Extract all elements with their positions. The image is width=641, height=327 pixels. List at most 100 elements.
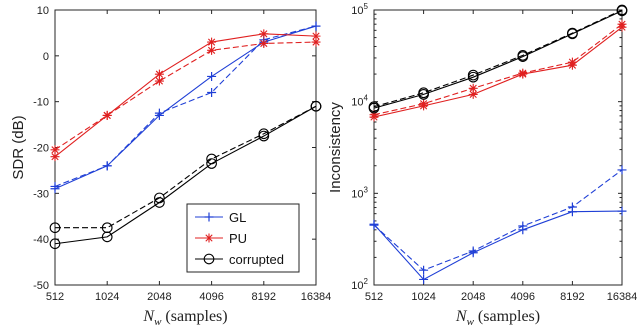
y-tick-label: -40: [33, 234, 49, 246]
inconsistency-chart: 512 1024 2048 4096 8192 16384 102 103 104 105 Inco…: [327, 2, 637, 327]
data-point: [617, 19, 627, 29]
data-point: [617, 165, 627, 175]
y-tick-label: -20: [33, 143, 49, 155]
data-point: [418, 87, 429, 99]
data-point: [419, 274, 429, 284]
series-line: [373, 23, 623, 116]
series-line: [373, 26, 623, 118]
data-point: [154, 69, 164, 79]
data-point: [207, 88, 217, 97]
x-tick-label: 2048: [461, 291, 485, 303]
data-point: [259, 38, 269, 48]
x-tick-label: 2048: [147, 291, 171, 303]
data-point: [567, 57, 577, 67]
data-point: [616, 4, 628, 16]
legend-marker: [204, 233, 214, 243]
series-line: [54, 25, 317, 187]
legend-label: corrupted: [229, 252, 284, 267]
axes-frame: [373, 9, 623, 286]
data-point: [369, 110, 379, 120]
data-point: [50, 181, 60, 191]
sdr-chart: 512 1024 2048 4096 8192 16384 -50 -40 -30 -20 -10 0…: [10, 5, 331, 327]
legend-marker: [204, 212, 214, 222]
data-point: [368, 101, 380, 113]
series-pu-solid: [369, 22, 627, 122]
data-point: [154, 192, 165, 204]
data-point: [259, 29, 269, 39]
data-point: [206, 153, 217, 165]
data-point: [310, 100, 322, 112]
y-tick-label: 0: [43, 51, 49, 63]
series-pu-dashed: [369, 19, 627, 120]
x-axis-label: Nw (samples): [142, 308, 227, 327]
series-line: [54, 105, 317, 245]
data-point: [467, 69, 479, 81]
data-point: [207, 45, 217, 55]
series-line: [54, 41, 317, 151]
series-line: [55, 105, 317, 229]
data-point: [50, 145, 60, 155]
series-pu-solid: [50, 29, 321, 162]
data-point: [518, 221, 528, 231]
y-axis-label: Inconsistency: [327, 102, 344, 193]
y-tick-label: 104: [351, 94, 368, 109]
data-point: [617, 206, 627, 216]
data-point: [49, 238, 61, 250]
series-gl-dashed: [50, 21, 321, 191]
series-corrupted-solid: [368, 5, 628, 114]
x-tick-label: 1024: [95, 291, 119, 303]
x-tick-label: 16384: [301, 291, 332, 303]
y-tick-label: -10: [33, 97, 49, 109]
legend-entry: GL: [195, 210, 246, 225]
data-point: [49, 222, 61, 234]
series-pu-dashed: [50, 37, 321, 155]
x-axis-label: Nw (samples): [455, 308, 540, 327]
series-line: [54, 33, 317, 158]
series-line: [373, 9, 623, 108]
series-gl-solid: [50, 21, 321, 194]
data-point: [369, 220, 379, 230]
data-point: [102, 161, 112, 171]
data-point: [154, 76, 164, 86]
series-gl-solid: [369, 206, 627, 284]
data-point: [468, 83, 478, 93]
x-tick-label: 512: [365, 291, 383, 303]
x-tick-label: 16384: [607, 291, 638, 303]
data-point: [207, 37, 217, 47]
series-line: [373, 10, 623, 109]
data-point: [518, 68, 528, 78]
series-gl-dashed: [369, 165, 627, 275]
x-tick-label: 8192: [560, 291, 584, 303]
y-tick-label: 102: [351, 277, 368, 292]
data-point: [567, 202, 577, 212]
y-tick-label: -50: [33, 280, 49, 292]
legend-label: PU: [229, 231, 247, 246]
data-point: [567, 27, 578, 39]
series-line: [54, 25, 317, 190]
data-point: [517, 50, 529, 61]
series-line: [373, 210, 623, 281]
y-tick-label: -30: [33, 188, 49, 200]
legend-marker: [203, 253, 215, 265]
data-point: [154, 108, 164, 118]
x-tick-label: 4096: [199, 291, 223, 303]
data-point: [419, 265, 429, 275]
legend-entry: PU: [195, 231, 247, 246]
y-axis-label: SDR (dB): [10, 115, 27, 179]
data-point: [50, 152, 60, 162]
legend: GL PU corrupted: [186, 203, 300, 273]
data-point: [311, 31, 321, 41]
y-tick-label: 103: [351, 185, 368, 200]
data-point: [468, 89, 478, 99]
data-point: [207, 71, 217, 81]
data-point: [311, 37, 321, 47]
y-tick-label: 105: [351, 2, 368, 17]
data-point: [311, 21, 321, 31]
x-tick-label: 512: [46, 291, 64, 303]
data-point: [419, 99, 429, 109]
series-line: [373, 169, 623, 271]
data-point: [206, 158, 217, 169]
data-point: [101, 222, 113, 234]
legend-entry: corrupted: [195, 252, 284, 267]
